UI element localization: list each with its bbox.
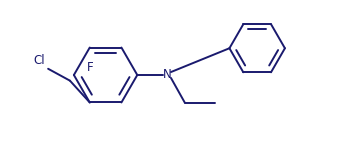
Text: F: F bbox=[86, 61, 93, 74]
Text: Cl: Cl bbox=[33, 54, 45, 67]
Text: N: N bbox=[163, 69, 172, 81]
